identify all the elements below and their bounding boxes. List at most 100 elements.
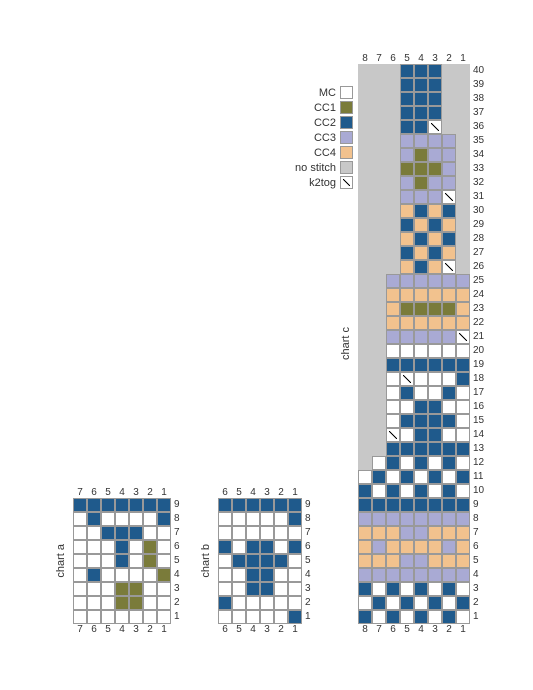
grid-cell <box>274 498 288 512</box>
grid-cell <box>274 582 288 596</box>
grid-cell <box>442 190 456 204</box>
grid-cell <box>414 358 428 372</box>
grid-cell <box>288 582 302 596</box>
grid-cell <box>442 470 456 484</box>
grid-cell <box>414 64 428 78</box>
grid-cell <box>442 554 456 568</box>
grid-cell <box>129 526 143 540</box>
grid-cell <box>386 372 400 386</box>
grid-cell <box>428 274 442 288</box>
grid-cell <box>442 582 456 596</box>
grid-cell <box>232 526 246 540</box>
col-number: 6 <box>87 624 101 635</box>
grid-cell <box>456 274 470 288</box>
col-number: 3 <box>129 487 143 498</box>
chart-b-label: chart b <box>200 544 212 578</box>
col-number: 7 <box>372 53 386 64</box>
grid-cell <box>428 358 442 372</box>
grid-cell <box>400 554 414 568</box>
grid-cell <box>129 610 143 624</box>
grid-cell <box>442 540 456 554</box>
grid-cell <box>456 386 470 400</box>
row-number: 7 <box>171 526 180 540</box>
grid-cell <box>456 568 470 582</box>
grid-cell <box>372 372 386 386</box>
grid-cell <box>129 554 143 568</box>
grid-cell <box>428 134 442 148</box>
grid-cell <box>386 526 400 540</box>
grid-cell <box>101 540 115 554</box>
grid-cell <box>87 526 101 540</box>
grid-cell <box>115 512 129 526</box>
col-number: 3 <box>260 624 274 635</box>
grid-cell <box>414 484 428 498</box>
grid-cell <box>400 78 414 92</box>
grid-cell <box>400 596 414 610</box>
grid-cell <box>372 610 386 624</box>
grid-cell <box>456 414 470 428</box>
grid-cell <box>428 372 442 386</box>
grid-cell <box>73 554 87 568</box>
grid-cell <box>372 344 386 358</box>
grid-cell <box>372 484 386 498</box>
grid-cell <box>428 162 442 176</box>
row-number: 12 <box>470 456 484 470</box>
grid-cell <box>414 232 428 246</box>
grid-cell <box>274 610 288 624</box>
col-number: 2 <box>274 487 288 498</box>
grid-cell <box>115 554 129 568</box>
grid-cell <box>288 568 302 582</box>
grid-cell <box>358 190 372 204</box>
grid-cell <box>358 106 372 120</box>
col-number: 4 <box>414 624 428 635</box>
grid-cell <box>456 260 470 274</box>
grid-cell <box>288 554 302 568</box>
grid-cell <box>157 498 171 512</box>
col-number: 5 <box>101 624 115 635</box>
grid-cell <box>386 428 400 442</box>
col-number: 6 <box>386 53 400 64</box>
grid-cell <box>246 540 260 554</box>
row-number: 21 <box>470 330 484 344</box>
grid-cell <box>428 204 442 218</box>
grid-cell <box>456 148 470 162</box>
grid-cell <box>288 512 302 526</box>
grid-cell <box>414 162 428 176</box>
grid-cell <box>115 596 129 610</box>
grid-cell <box>428 540 442 554</box>
grid-cell <box>414 582 428 596</box>
grid-cell <box>386 568 400 582</box>
grid-cell <box>157 526 171 540</box>
grid-cell <box>358 470 372 484</box>
row-number: 33 <box>470 162 484 176</box>
grid-cell <box>442 512 456 526</box>
col-number: 5 <box>400 53 414 64</box>
grid-cell <box>73 568 87 582</box>
grid-cell <box>414 400 428 414</box>
col-number: 5 <box>232 487 246 498</box>
grid-cell <box>288 498 302 512</box>
grid-cell <box>73 540 87 554</box>
grid-cell <box>414 330 428 344</box>
grid-cell <box>386 414 400 428</box>
grid-cell <box>400 442 414 456</box>
grid-cell <box>456 246 470 260</box>
grid-cell <box>442 456 456 470</box>
row-number: 30 <box>470 204 484 218</box>
grid-cell <box>288 526 302 540</box>
chart-a-label: chart a <box>55 544 67 578</box>
grid-cell <box>400 232 414 246</box>
grid-cell <box>386 344 400 358</box>
grid-cell <box>246 554 260 568</box>
grid-cell <box>372 498 386 512</box>
grid-cell <box>428 232 442 246</box>
grid-cell <box>400 316 414 330</box>
grid-cell <box>358 442 372 456</box>
grid-cell <box>414 316 428 330</box>
legend-label: CC4 <box>314 147 336 159</box>
chart-b-col-labels-bottom: 654321 <box>218 624 311 635</box>
grid-cell <box>442 526 456 540</box>
col-number: 6 <box>218 624 232 635</box>
grid-cell <box>129 540 143 554</box>
row-number: 2 <box>302 596 311 610</box>
